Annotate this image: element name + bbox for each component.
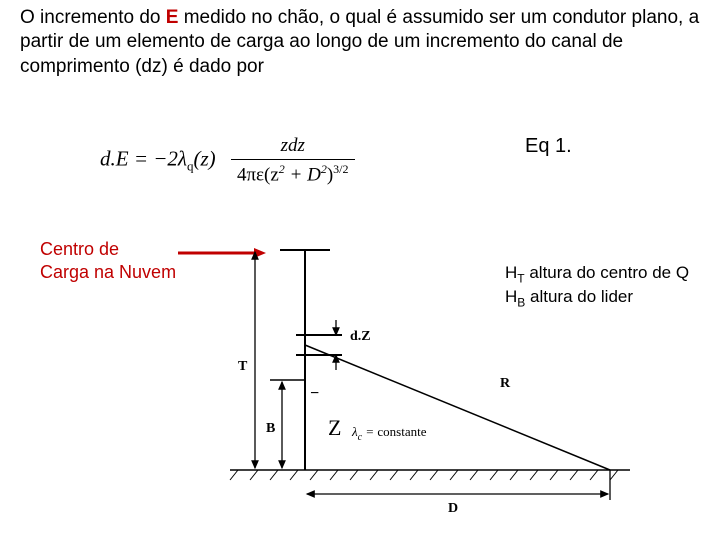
T-label: T: [238, 359, 248, 374]
para-pre: O incremento do: [20, 7, 166, 28]
cloud-l1: Centro de: [40, 239, 119, 259]
equation: d.E = −2λq(z) zdz 4πε(z2 + D2)3/2: [100, 135, 355, 186]
para-E: E: [166, 7, 179, 28]
lambda-label: λc = constante: [351, 424, 427, 443]
eq-den-exp: 3/2: [333, 162, 348, 176]
eq-lhs-arg: (z): [194, 146, 216, 170]
minus-label: −: [310, 385, 319, 402]
eq-fraction: zdz 4πε(z2 + D2)3/2: [231, 135, 355, 186]
cloud-l2: Carga na Nuvem: [40, 262, 176, 282]
dZ-label: d.Z: [350, 329, 371, 344]
leader-geometry-diagram: d.Z − T B R D λc = constante: [210, 240, 640, 520]
intro-paragraph: O incremento do E medido no chão, o qual…: [20, 6, 710, 79]
equation-block: d.E = −2λq(z) zdz 4πε(z2 + D2)3/2: [100, 135, 660, 186]
equation-label: Eq 1.: [525, 135, 572, 158]
eq-num: zdz: [231, 135, 355, 160]
eq-den-mid: + D: [285, 164, 321, 185]
cloud-charge-label: Centro de Carga na Nuvem: [40, 238, 176, 283]
eq-den: 4πε(z2 + D2)3/2: [231, 160, 355, 186]
D-label: D: [448, 501, 458, 516]
eq-lhs: d.E = −2λ: [100, 146, 187, 170]
ground-hatch: [230, 470, 618, 480]
B-label: B: [266, 421, 275, 436]
eq-den-pre: 4πε(z: [237, 164, 279, 185]
R-label: R: [500, 376, 511, 391]
